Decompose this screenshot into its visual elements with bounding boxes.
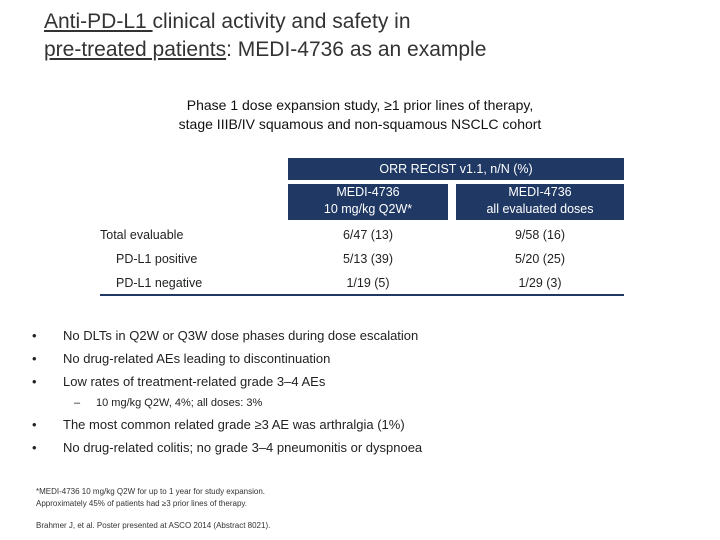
footnote: *MEDI-4736 10 mg/kg Q2W for up to 1 year… (36, 486, 396, 510)
bullet-glyph: • (32, 440, 37, 455)
column-header-10mgkg: MEDI-4736 10 mg/kg Q2W* (288, 184, 448, 220)
table-bottom-rule (100, 294, 624, 296)
sub-bullet-text: 10 mg/kg Q2W, 4%; all doses: 3% (96, 397, 263, 409)
dash-glyph: – (74, 397, 81, 409)
bullet-list: • No DLTs in Q2W or Q3W dose phases duri… (32, 324, 692, 459)
reference-citation: Brahmer J, et al. Poster presented at AS… (36, 521, 271, 530)
bullet-item: • Low rates of treatment-related grade 3… (32, 370, 692, 393)
bullet-glyph: • (32, 351, 37, 366)
column-header-all-doses: MEDI-4736 all evaluated doses (456, 184, 624, 220)
title-line-1: Anti-PD-L1 clinical activity and safety … (44, 8, 684, 36)
subtitle-line-2: stage IIIB/IV squamous and non-squamous … (178, 116, 542, 132)
slide-title: Anti-PD-L1 clinical activity and safety … (44, 8, 684, 64)
row-value-10mgkg: 6/47 (13) (342, 228, 394, 242)
bullet-text: No drug-related AEs leading to discontin… (63, 351, 331, 366)
row-value-10mgkg: 5/13 (39) (342, 252, 394, 266)
table-row: PD-L1 negative 1/19 (5) 1/29 (3) (100, 272, 624, 294)
title-rest-part-1: clinical activity and safety in (152, 10, 411, 33)
row-value-all-doses: 1/29 (3) (518, 276, 562, 290)
row-label: PD-L1 positive (116, 252, 198, 266)
bullet-glyph: • (32, 374, 37, 389)
title-underlined-part-1: Anti-PD-L1 (44, 10, 153, 33)
row-value-all-doses: 9/58 (16) (514, 228, 566, 242)
subtitle-line-1: Phase 1 dose expansion study, ≥1 prior l… (186, 97, 534, 113)
title-line-2: pre-treated patients: MEDI-4736 as an ex… (44, 36, 684, 64)
footnote-line-1: *MEDI-4736 10 mg/kg Q2W for up to 1 year… (36, 487, 265, 496)
row-value-10mgkg: 1/19 (5) (346, 276, 390, 290)
table-header-orr: ORR RECIST v1.1, n/N (%) (288, 158, 624, 180)
study-subtitle: Phase 1 dose expansion study, ≥1 prior l… (90, 96, 630, 134)
bullet-item: • No drug-related AEs leading to discont… (32, 347, 692, 370)
bullet-text: No drug-related colitis; no grade 3–4 pn… (63, 440, 423, 455)
bullet-text: Low rates of treatment-related grade 3–4… (63, 374, 326, 389)
bullet-glyph: • (32, 417, 37, 432)
bullet-text: No DLTs in Q2W or Q3W dose phases during… (63, 328, 419, 343)
table-row: Total evaluable 6/47 (13) 9/58 (16) (100, 224, 624, 246)
column-header-all-doses-line-2: all evaluated doses (486, 202, 594, 216)
row-label: Total evaluable (100, 228, 184, 242)
footnote-line-2: Approximately 45% of patients had ≥3 pri… (36, 499, 248, 508)
bullet-item: • The most common related grade ≥3 AE wa… (32, 413, 692, 436)
column-header-10mgkg-line-2: 10 mg/kg Q2W* (323, 202, 413, 216)
column-header-10mgkg-line-1: MEDI-4736 (336, 185, 400, 199)
row-value-all-doses: 5/20 (25) (514, 252, 566, 266)
table-row: PD-L1 positive 5/13 (39) 5/20 (25) (100, 248, 624, 270)
title-rest-part-2: : MEDI-4736 as an example (226, 38, 487, 61)
title-underlined-part-2: pre-treated patients (44, 38, 227, 61)
bullet-item: • No drug-related colitis; no grade 3–4 … (32, 436, 692, 459)
bullet-text: The most common related grade ≥3 AE was … (63, 417, 405, 432)
bullet-glyph: • (32, 328, 37, 343)
sub-bullet-item: – 10 mg/kg Q2W, 4%; all doses: 3% (32, 393, 692, 413)
column-header-all-doses-line-1: MEDI-4736 (508, 185, 572, 199)
row-label: PD-L1 negative (116, 276, 203, 290)
bullet-item: • No DLTs in Q2W or Q3W dose phases duri… (32, 324, 692, 347)
